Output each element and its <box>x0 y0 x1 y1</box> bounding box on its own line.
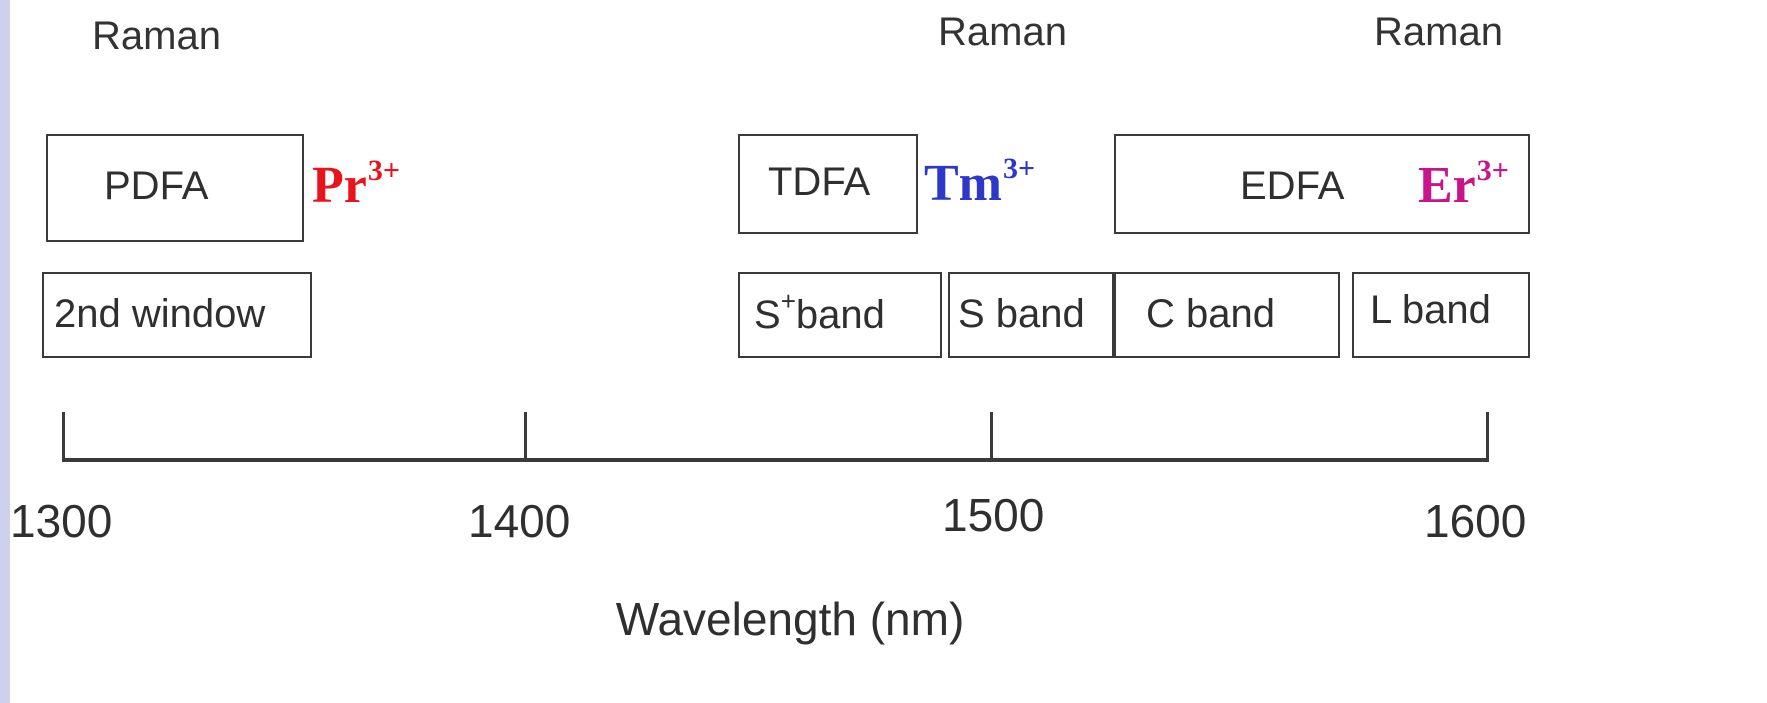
raman-label-2: Raman <box>938 10 1067 54</box>
axis-tick-1400 <box>524 412 527 460</box>
s-plus-band-box <box>738 272 942 358</box>
axis-tick-label-1300: 1300 <box>10 495 113 547</box>
tm-ion-charge: 3+ <box>1003 152 1036 185</box>
pdfa-box <box>46 134 304 242</box>
tm-ion-label: Tm3+ <box>924 154 1035 210</box>
er-ion-symbol: Er <box>1418 157 1476 214</box>
s-plus-band-text: band <box>795 293 885 337</box>
pr-ion-label: Pr3+ <box>312 156 400 212</box>
s-plus-band-label: S+band <box>754 286 885 338</box>
l-band-box <box>1352 272 1530 358</box>
wavelength-axis-line <box>62 458 1489 462</box>
pr-ion-charge: 3+ <box>367 154 400 187</box>
l-band-label: L band <box>1370 288 1491 332</box>
s-plus-band-sup: + <box>780 286 796 316</box>
axis-tick-1300 <box>62 412 65 460</box>
s-band-box <box>948 272 1114 358</box>
er-ion-charge: 3+ <box>1476 154 1509 187</box>
edfa-label: EDFA <box>1240 164 1345 208</box>
axis-tick-label-1400: 1400 <box>468 495 571 547</box>
second-window-box <box>42 272 312 358</box>
left-edge-strip <box>0 0 10 703</box>
axis-tick-1500 <box>990 412 993 460</box>
er-ion-label: Er3+ <box>1418 156 1509 212</box>
edfa-box <box>1114 134 1530 234</box>
axis-title: Wavelength (nm) <box>615 593 965 645</box>
s-band-label: S band <box>958 292 1085 336</box>
pdfa-label: PDFA <box>104 164 209 208</box>
pr-ion-symbol: Pr <box>312 157 367 214</box>
second-window-label: 2nd window <box>54 292 266 336</box>
s-plus-band-prefix: S <box>754 293 781 337</box>
c-band-box <box>1114 272 1340 358</box>
tm-ion-symbol: Tm <box>924 155 1002 212</box>
c-band-label: C band <box>1146 292 1275 336</box>
axis-tick-1600 <box>1486 412 1489 460</box>
raman-label-1: Raman <box>92 14 221 58</box>
axis-tick-label-1600: 1600 <box>1424 495 1527 547</box>
tdfa-box <box>738 134 918 234</box>
raman-label-3: Raman <box>1374 10 1503 54</box>
tdfa-label: TDFA <box>768 160 871 204</box>
axis-tick-label-1500: 1500 <box>942 489 1045 541</box>
